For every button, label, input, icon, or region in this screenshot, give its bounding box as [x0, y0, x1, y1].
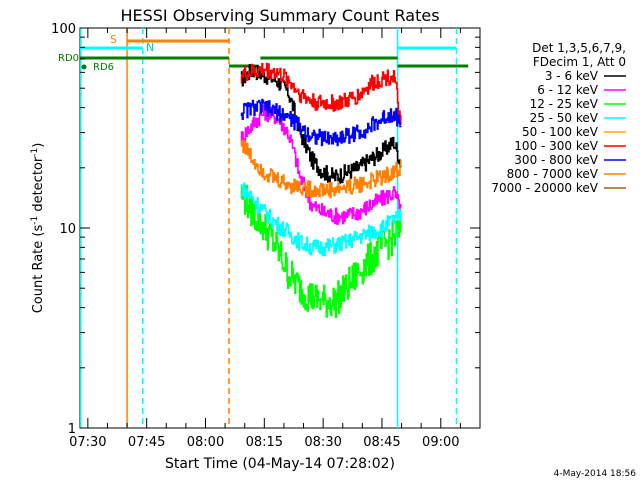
x-tick-label: 08:45: [363, 435, 400, 450]
legend-entry-label: 25 - 50 keV: [530, 111, 599, 125]
x-tick-label: 07:45: [128, 435, 165, 450]
y-tick-label: 1: [68, 422, 76, 437]
x-axis-label: Start Time (04-May-14 07:28:02): [165, 456, 395, 472]
series-line: [240, 182, 402, 257]
rd6-dot: [81, 64, 87, 70]
x-axis-ticks: 07:30 07:45 08:00 08:15 08:30 08:45 09:00: [69, 28, 481, 450]
series-line: [240, 139, 402, 199]
legend-entry-label: 50 - 100 keV: [522, 125, 599, 139]
x-tick-label: 08:30: [304, 435, 341, 450]
x-tick-label: 07:30: [69, 435, 106, 450]
footer-date: 4-May-2014 18:56: [554, 469, 637, 479]
legend-entry-label: 12 - 25 keV: [530, 97, 599, 111]
night-flag-label: N: [146, 41, 154, 54]
legend-header-line2: FDecim 1, Att 0: [533, 55, 626, 69]
y-axis-label-main: Count Rate (s: [31, 225, 46, 314]
legend-entry-label: 3 - 6 keV: [545, 69, 599, 83]
legend-header-line1: Det 1,3,5,6,7,9,: [532, 41, 626, 55]
y-axis-ticks: 1 10 100: [51, 22, 480, 437]
rd6-flag-label: RD6: [93, 62, 114, 73]
legend-entry-label: 6 - 12 keV: [537, 83, 599, 97]
series-line: [240, 98, 402, 147]
series-line: [240, 184, 402, 319]
y-axis-label-end: ): [31, 143, 46, 148]
rd0-flag-label: RD0: [58, 53, 79, 64]
series-lines: [240, 62, 402, 319]
saa-flag-label: S: [110, 33, 117, 46]
x-tick-label: 09:00: [422, 435, 459, 450]
y-axis-label-sup1: -1: [30, 216, 40, 225]
y-tick-label: 100: [51, 22, 76, 37]
flag-bars: [80, 39, 469, 70]
x-tick-label: 08:00: [187, 435, 224, 450]
legend: Det 1,3,5,6,7,9,FDecim 1, Att 03 - 6 keV…: [491, 41, 626, 195]
y-tick-label: 10: [59, 222, 76, 237]
y-axis-label-mid: detector: [31, 156, 46, 216]
y-axis-label-sup2: -1: [30, 148, 40, 157]
chart-title: HESSI Observing Summary Count Rates: [120, 6, 439, 25]
legend-entry-label: 100 - 300 keV: [514, 139, 598, 153]
legend-entry-label: 7000 - 20000 keV: [491, 181, 598, 195]
series-line: [240, 104, 402, 225]
legend-entry-label: 300 - 800 keV: [514, 153, 598, 167]
legend-entry-label: 800 - 7000 keV: [507, 167, 599, 181]
y-axis-label: Count Rate (s-1 detector-1): [30, 143, 46, 314]
x-tick-label: 08:15: [246, 435, 283, 450]
series-line: [240, 62, 402, 125]
